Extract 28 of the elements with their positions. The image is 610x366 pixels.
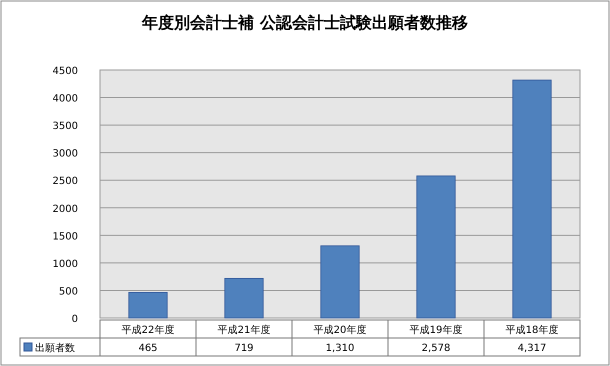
bar — [128, 292, 168, 318]
y-tick-label: 4500 — [52, 66, 78, 77]
x-tick-label: 平成19年度 — [410, 324, 462, 336]
data-label: 719 — [234, 343, 254, 354]
y-tick-label: 3000 — [52, 148, 78, 160]
data-label: 2,578 — [422, 343, 450, 354]
bar — [512, 80, 552, 318]
data-label: 465 — [138, 343, 158, 354]
y-tick-label: 1500 — [52, 231, 78, 242]
data-label: 4,317 — [518, 343, 546, 354]
bar — [224, 278, 264, 318]
y-tick-label: 500 — [58, 286, 78, 298]
x-tick-label: 平成20年度 — [314, 324, 366, 336]
chart-title: 年度別会計士補 公認会計士試験出願者数推移 — [141, 13, 468, 32]
y-tick-label: 3500 — [52, 121, 78, 132]
y-tick-label: 2000 — [52, 204, 78, 215]
legend: 出願者数 — [24, 342, 75, 354]
y-tick-label: 1000 — [52, 258, 78, 270]
bar — [320, 245, 360, 318]
x-tick-label: 平成22年度 — [122, 324, 174, 336]
y-tick-label: 2500 — [52, 176, 78, 188]
data-label: 1,310 — [326, 343, 354, 354]
x-tick-label: 平成18年度 — [506, 324, 558, 336]
bar — [416, 176, 456, 318]
x-tick-label: 平成21年度 — [218, 324, 270, 336]
legend-label: 出願者数 — [35, 342, 75, 354]
y-tick-label: 4000 — [52, 94, 78, 105]
y-tick-label: 0 — [72, 314, 78, 325]
